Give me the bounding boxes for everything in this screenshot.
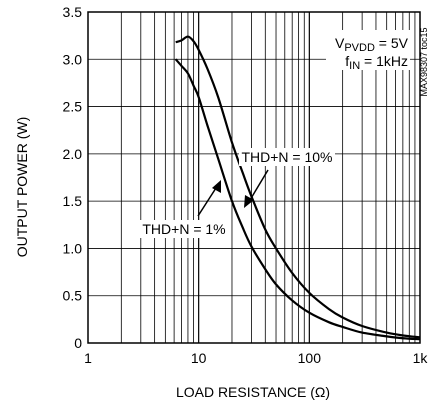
label-10-arrowhead: [244, 195, 254, 208]
series-thd-10-line: [175, 35, 421, 339]
x-axis-title: LOAD RESISTANCE (Ω): [176, 384, 330, 400]
tick-labels: 0 0.5 1.0 1.5 2.0 2.5 3.0 3.5 1 10 100 1k: [63, 4, 429, 366]
conditions-box: [326, 30, 410, 70]
x-tick-label: 1: [84, 350, 92, 366]
x-tick-label: 1k: [413, 350, 429, 366]
label-1-box: [138, 220, 230, 238]
label-10-arrow: [249, 169, 269, 201]
series-thd-1-line: [174, 58, 421, 341]
y-tick-label: 0: [74, 335, 82, 351]
y-tick-label: 0.5: [63, 288, 83, 304]
x-tick-label: 10: [191, 350, 207, 366]
y-axis-title: OUTPUT POWER (W): [14, 117, 30, 258]
figure-id: MAX98307 toc15: [419, 27, 429, 96]
label-thd-1: THD+N = 1%: [142, 221, 225, 237]
label-10-box: [239, 148, 335, 166]
y-tick-label: 1.5: [63, 193, 83, 209]
y-tick-label: 3.5: [63, 4, 83, 20]
label-thd-10: THD+N = 10%: [241, 149, 332, 165]
label-1-arrowhead: [212, 180, 221, 193]
curves: [174, 35, 421, 341]
x-tick-label: 100: [298, 350, 322, 366]
y-tick-label: 3.0: [63, 51, 83, 67]
vpvdd-annotation: VPVDD = 5V: [335, 35, 409, 54]
y-tick-label: 1.0: [63, 240, 83, 256]
fin-annotation: fIN = 1kHz: [345, 53, 408, 72]
plot-frame: [87, 11, 421, 344]
y-tick-label: 2.0: [63, 146, 83, 162]
y-tick-label: 2.5: [63, 99, 83, 115]
label-1-arrow: [197, 187, 217, 217]
